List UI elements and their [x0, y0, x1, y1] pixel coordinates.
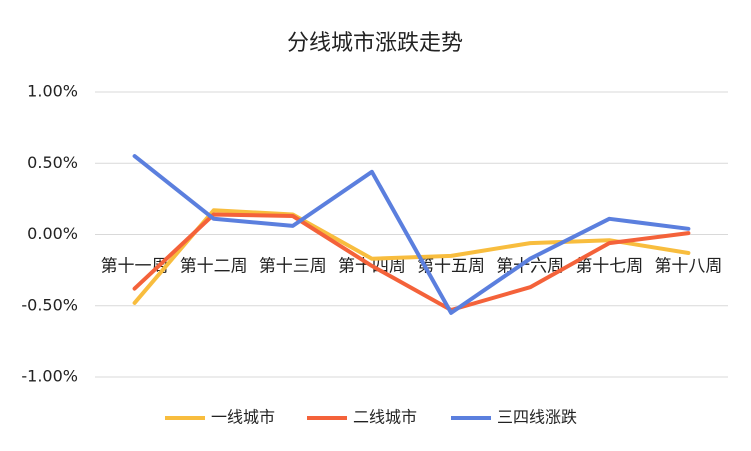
series-line [132, 208, 691, 305]
x-tick-label: 第十二周 [180, 257, 248, 277]
legend-label: 二线城市 [353, 408, 417, 427]
y-tick-label: 0.50% [27, 153, 78, 172]
y-tick-label: -0.50% [21, 295, 78, 314]
legend-label: 三四线涨跌 [497, 408, 577, 427]
legend-label: 一线城市 [211, 408, 275, 427]
x-tick-label: 第十五周 [417, 257, 485, 277]
x-tick-label: 第十三周 [259, 257, 327, 277]
x-tick-label: 第十八周 [654, 257, 722, 277]
y-tick-label: 0.00% [27, 224, 78, 243]
series-line [132, 212, 691, 312]
series-line [132, 154, 691, 315]
chart-title: 分线城市涨跌走势 [287, 31, 463, 56]
y-tick-label: 1.00% [27, 82, 78, 101]
y-tick-label: -1.00% [21, 367, 78, 386]
x-tick-label: 第十七周 [575, 257, 643, 277]
